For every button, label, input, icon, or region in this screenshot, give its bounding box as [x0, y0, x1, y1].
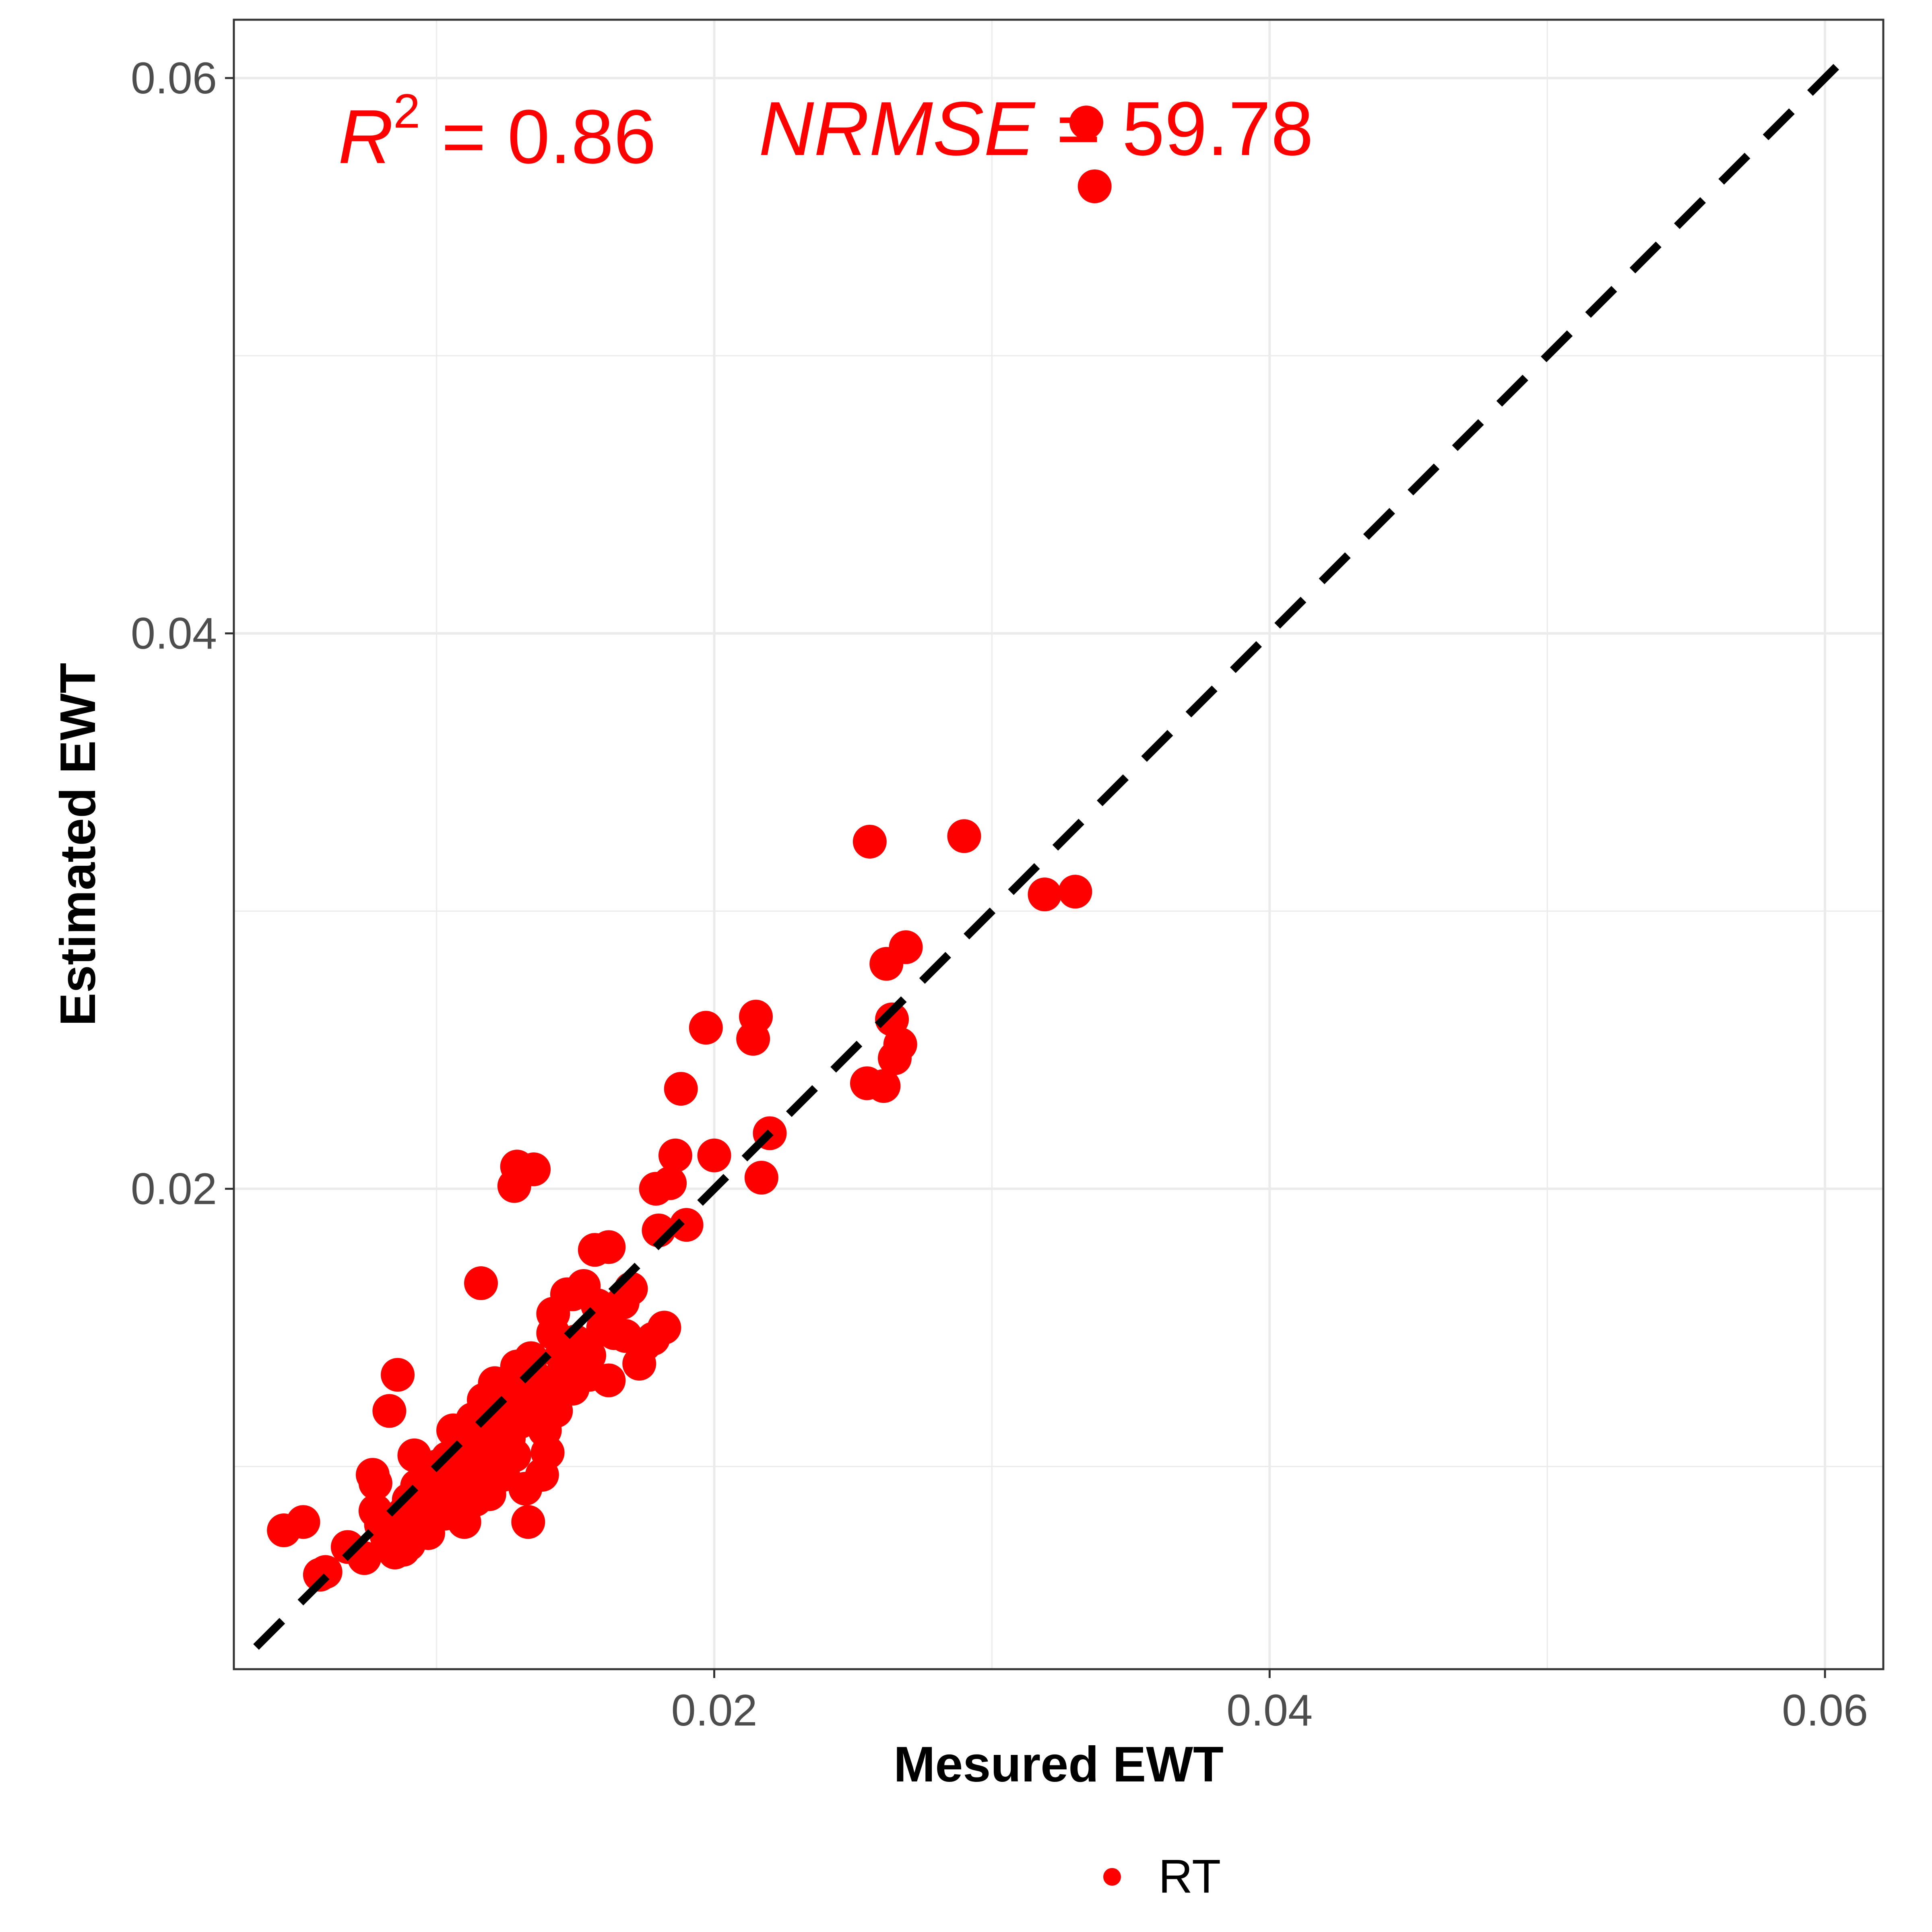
data-point-0-116 — [947, 819, 981, 853]
data-point-0-115 — [889, 930, 923, 964]
data-point-0-10 — [372, 1394, 407, 1428]
data-point-0-91 — [664, 1072, 698, 1106]
major-gridlines — [234, 20, 1883, 1669]
data-point-0-89 — [653, 1166, 687, 1200]
data-point-0-122 — [486, 1413, 520, 1447]
data-point-0-120 — [355, 1458, 390, 1492]
data-point-0-92 — [669, 1208, 704, 1242]
data-point-0-94 — [697, 1138, 731, 1172]
x-axis-ticks: 0.02 0.04 0.06 — [671, 1669, 1868, 1735]
r-squared-superscript: 2 — [393, 84, 420, 138]
data-point-0-118 — [1058, 875, 1092, 909]
plot-border — [233, 19, 1885, 1670]
data-point-0-121 — [458, 1463, 493, 1497]
data-point-0-101 — [464, 1266, 498, 1300]
y-axis-ticks: 0.02 0.04 0.06 — [131, 54, 234, 1214]
data-point-0-96 — [739, 999, 773, 1034]
data-point-0-110 — [867, 1069, 901, 1103]
data-point-0-123 — [536, 1296, 570, 1331]
data-point-0-107 — [525, 1458, 559, 1492]
nrmse-value: = 59.78 — [1035, 86, 1313, 171]
y-axis-title: Estimated EWT — [50, 663, 106, 1026]
x-tick-label-0: 0.02 — [671, 1686, 757, 1735]
nrmse-annotation: NRMSE = 59.78 — [759, 86, 1313, 171]
data-point-0-90 — [658, 1138, 692, 1172]
x-axis-title: Mesured EWT — [894, 1737, 1224, 1792]
y-tick-label-1: 0.04 — [131, 609, 217, 658]
r-squared-annotation: R2 = 0.86 — [338, 84, 656, 180]
legend-key-rt — [1103, 1868, 1121, 1886]
x-tick-label-2: 0.06 — [1782, 1686, 1868, 1735]
data-point-0-117 — [1028, 877, 1062, 912]
minor-gridlines — [234, 20, 1883, 1669]
data-point-0-109 — [852, 825, 887, 859]
data-point-0-93 — [689, 1011, 723, 1045]
r-squared-value: = 0.86 — [420, 94, 656, 180]
data-point-0-104 — [517, 1152, 551, 1187]
data-point-0-97 — [744, 1160, 778, 1195]
data-point-0-119 — [267, 1513, 301, 1548]
data-point-0-88 — [647, 1311, 681, 1345]
legend: RT — [1103, 1850, 1221, 1903]
data-point-0-78 — [592, 1363, 626, 1397]
nrmse-symbol: NRMSE — [759, 86, 1036, 171]
data-point-0-106 — [386, 1533, 420, 1567]
legend-label-rt: RT — [1158, 1850, 1221, 1903]
data-point-0-77 — [592, 1230, 626, 1264]
data-point-0-102 — [381, 1358, 415, 1392]
data-point-0-1 — [1077, 169, 1112, 203]
y-tick-label-2: 0.06 — [131, 54, 217, 103]
r-squared-symbol: R — [338, 94, 393, 180]
data-point-0-124 — [572, 1338, 607, 1373]
data-points — [253, 47, 1856, 1650]
data-point-0-114 — [883, 1027, 917, 1061]
y-tick-label-0: 0.02 — [131, 1164, 217, 1214]
data-point-0-57 — [511, 1505, 545, 1539]
data-point-0-0 — [1069, 105, 1103, 140]
x-tick-label-1: 0.04 — [1226, 1686, 1313, 1735]
